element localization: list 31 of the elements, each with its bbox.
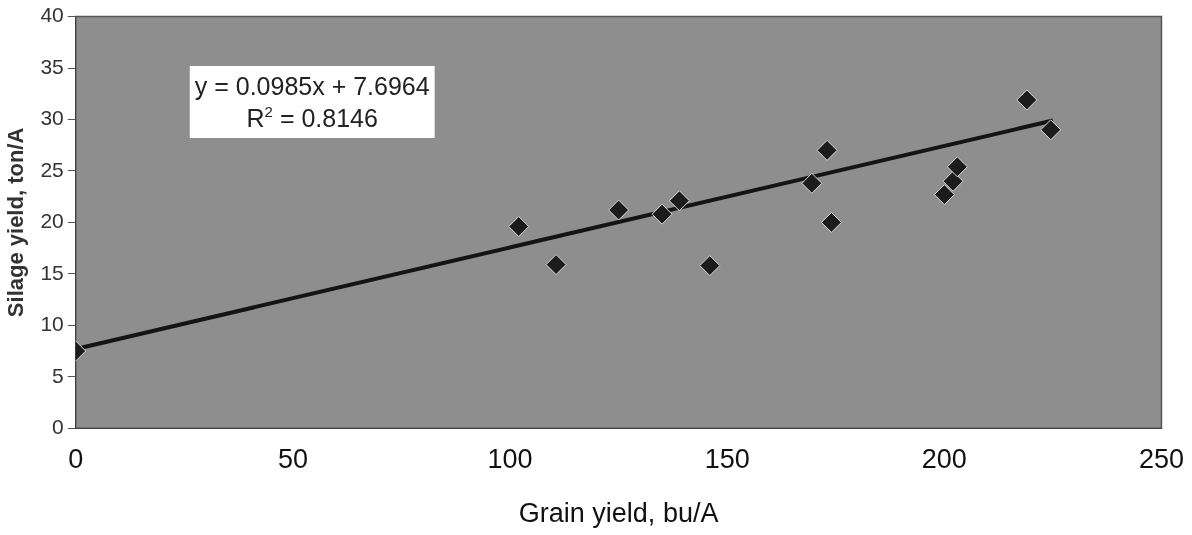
x-tick-label: 100 [487,443,533,474]
x-tick-label: 150 [704,443,750,474]
x-tick-label: 50 [277,443,308,474]
y-tick-label: 15 [40,260,64,284]
annotation: y = 0.0985x + 7.6964 [194,71,430,100]
point [668,190,690,212]
y-tick-label: 25 [40,157,64,181]
y-tick-label: 10 [40,312,64,336]
point [933,184,955,206]
point [1040,119,1062,141]
y-tick-label: 40 [40,3,64,27]
x-tick-label: 200 [921,443,967,474]
point [820,211,842,233]
point [508,216,530,238]
point [946,156,968,178]
point [699,255,721,277]
point [816,139,838,161]
y-tick-label: 30 [40,106,64,130]
point [608,199,630,221]
point [545,254,567,276]
x-axis-title: Grain yield, bu/A [518,498,719,529]
y-tick-label: 35 [40,54,64,78]
point [801,172,823,194]
x-tick-label: 250 [1138,443,1185,474]
y-tick-label: 20 [40,209,64,233]
y-axis-title: Silage yield, ton/A [3,127,29,318]
point [1016,89,1038,111]
point [942,170,964,192]
y-tick-label: 0 [52,415,64,438]
point [651,203,673,225]
y-tick-label: 5 [52,363,64,387]
